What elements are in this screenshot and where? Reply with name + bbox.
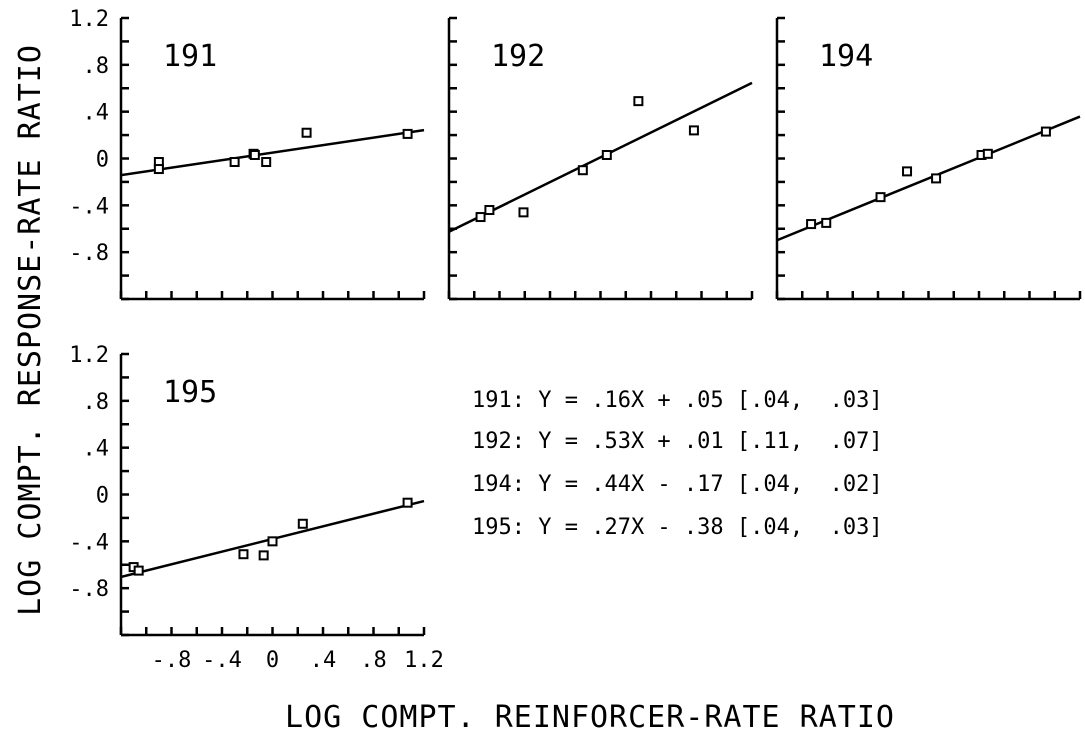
data-point [267, 536, 278, 547]
panel-194: 194 [775, 16, 1082, 301]
data-point [982, 148, 993, 159]
equation-194: 194: Y = .44X - .17 [.04, .02] [472, 472, 883, 497]
data-point [249, 149, 260, 160]
panel-192: 192 [447, 16, 754, 301]
data-point [238, 549, 249, 560]
data-point [577, 165, 588, 176]
equation-195: 195: Y = .27X - .38 [.04, .03] [472, 515, 883, 540]
data-point [402, 128, 413, 139]
data-point [153, 164, 164, 175]
data-point [1040, 126, 1051, 137]
data-point [229, 157, 240, 168]
y-tick-label: -.8 [69, 241, 109, 266]
data-point [301, 127, 312, 138]
data-point [633, 96, 644, 107]
equation-191: 191: Y = .16X + .05 [.04, .03] [472, 388, 883, 413]
fit-line [120, 128, 425, 177]
data-point [931, 173, 942, 184]
data-point [821, 217, 832, 228]
panel-label: 192 [491, 39, 545, 74]
y-tick-label: 0 [96, 484, 109, 509]
x-tick-label: .4 [310, 648, 337, 673]
data-point [261, 157, 272, 168]
panel-label: 194 [819, 39, 873, 74]
y-tick-label: -.4 [69, 194, 109, 219]
data-point [297, 518, 308, 529]
y-tick-label: -.4 [69, 530, 109, 555]
y-tick-label: .4 [83, 101, 110, 126]
data-point [258, 550, 269, 561]
y-tick-label: -.8 [69, 577, 109, 602]
equations-block: 191: Y = .16X + .05 [.04, .03] 192: Y = … [472, 388, 883, 540]
data-point [133, 565, 144, 576]
x-tick-label: -.8 [152, 648, 192, 673]
panel-label: 195 [163, 375, 217, 410]
data-point [518, 207, 529, 218]
data-point [475, 212, 486, 223]
y-tick-label: 0 [96, 148, 109, 173]
data-point [688, 125, 699, 136]
x-tick-label: 1.2 [404, 648, 444, 673]
y-tick-label: 1.2 [69, 343, 109, 368]
panel-191: 1.2 .8 .4 0 -.4 -.8 191 [69, 7, 426, 301]
data-point [902, 166, 913, 177]
y-tick-label: .4 [83, 437, 110, 462]
y-axis-title: LOG COMPT. RESPONSE-RATE RATIO [13, 44, 48, 616]
panel-195: 1.2 .8 .4 0 -.4 -.8 -.8 -.4 0 .4 .8 1.2 195 [69, 343, 444, 673]
panel-label: 191 [163, 39, 217, 74]
y-tick-label: .8 [83, 54, 110, 79]
y-tick-label: .8 [83, 390, 110, 415]
data-point [601, 149, 612, 160]
data-point [806, 219, 817, 230]
data-point [402, 497, 413, 508]
data-point [484, 205, 495, 216]
y-tick-label: 1.2 [69, 7, 109, 32]
equation-192: 192: Y = .53X + .01 [.11, .07] [472, 429, 883, 454]
x-axis-title: LOG COMPT. REINFORCER-RATE RATIO [285, 700, 895, 733]
x-tick-label: -.4 [202, 648, 242, 673]
x-tick-label: .8 [360, 648, 387, 673]
x-tick-label: 0 [266, 648, 279, 673]
fit-line [448, 81, 753, 233]
data-point [875, 192, 886, 203]
